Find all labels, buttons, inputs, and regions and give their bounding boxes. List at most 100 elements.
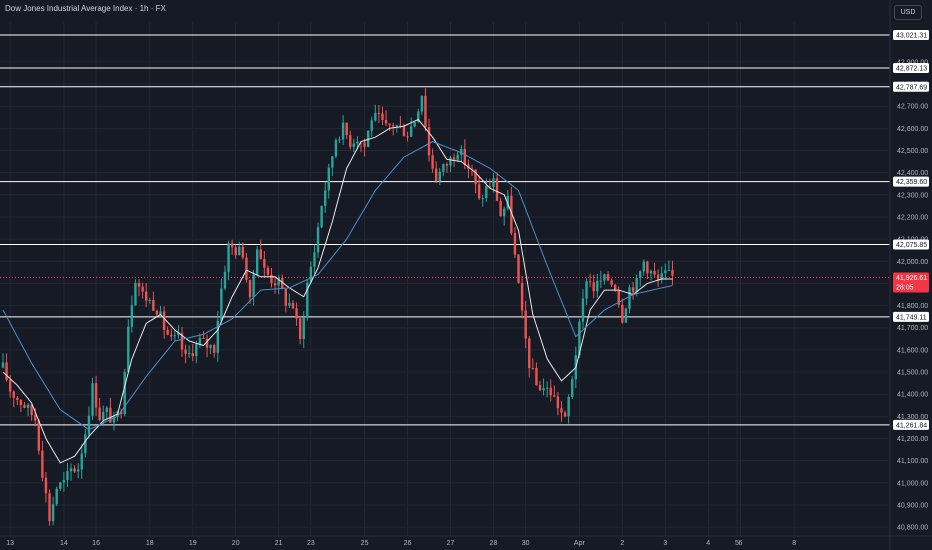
candle-body [173,335,177,337]
candle-body [671,269,674,276]
candle-body [395,125,398,127]
candle-body [76,469,80,472]
candle-body [556,396,560,409]
price-axis[interactable]: 40,800.00 40,900.00 41,000.00 41,100.00 41,2… [889,0,929,550]
time-tick-label: 16 [92,540,100,547]
candle-body [338,139,341,141]
level-price-tag [893,311,929,322]
candle-body [442,164,445,172]
candle-body [62,479,66,483]
time-tick-label: 4 [706,540,710,547]
level-price-tag [893,63,929,74]
grid [0,22,888,536]
candle-body [255,249,259,275]
price-tick-label: 41,100.00 [897,458,928,465]
candle-body [41,450,44,478]
candle-body [127,326,130,372]
candle-body [664,270,667,274]
candle-body [492,178,495,188]
price-tick-label: 42,300.00 [897,192,928,199]
candle-body [352,143,356,147]
candle-body [427,127,431,156]
level-price-label: 43,021.31 [896,33,927,40]
time-axis[interactable]: 13 14 16 18 19 20 21 23 25 26 27 28 30 Apr 2 3 4 5 6 8 [0,535,932,547]
currency-button[interactable]: USD [894,5,922,20]
candle-body [234,247,237,256]
candle-body [55,488,58,505]
candle-body [445,164,449,166]
candle-body [273,283,277,286]
level-price-label: 41,261.84 [896,422,927,429]
candle-body [635,278,638,292]
candle-body [198,337,202,345]
price-tick-label: 42,600.00 [897,126,928,133]
candle-body [456,154,459,160]
candle-body [538,385,542,391]
candle-body [628,287,631,309]
candle-body [298,318,302,339]
candle-body [238,246,241,256]
level-price-label: 42,872.13 [896,66,927,73]
candle-body [603,274,606,281]
time-tick-label: Apr [574,540,586,547]
candle-body [5,362,8,381]
candle-body [488,186,492,188]
candle-body [624,308,628,323]
candle-body [642,261,646,272]
candle-body [166,330,169,335]
candle-body [363,142,366,147]
level-price-tag [893,176,929,187]
level-price-label: 42,359.60 [896,179,927,186]
candle-body [51,504,55,522]
time-tick-label: 21 [275,540,283,547]
time-tick-label: 30 [522,540,530,547]
candle-body [506,195,509,209]
candle-body [230,243,234,248]
candle-body [130,305,134,327]
candle-body [259,249,262,259]
candle-body [341,122,345,140]
candle-body [84,434,87,454]
candle-body [495,178,499,201]
candle-body [91,383,94,416]
candle-body [309,266,313,283]
candle-body [26,404,30,408]
candle-body [613,284,617,291]
candle-body [69,468,73,472]
candle-body [109,407,112,423]
candle-body [209,345,212,348]
candle-body [434,168,438,182]
candle-body [631,287,635,292]
candle-body [187,353,191,355]
price-tick-label: 42,000.00 [897,259,928,266]
candle-body [281,278,284,289]
candle-body [381,113,384,120]
horizontal-levels[interactable] [0,34,890,426]
price-tick-label: 40,900.00 [897,502,928,509]
level-price-tag [893,419,929,430]
candle-body [588,281,592,283]
candle-body [499,200,502,217]
candle-body [324,190,327,206]
candle-body [578,321,581,356]
chart-title: Dow Jones Industrial Average Index · 1h … [5,4,166,13]
candle-body [646,261,649,274]
candle-body [470,168,474,170]
price-tick-label: 41,200.00 [897,436,928,443]
candle-body [48,493,51,522]
time-tick-label: 6 [739,540,743,547]
candle-body [481,198,484,200]
candle-body [252,274,255,298]
time-tick-label: 8 [792,540,796,547]
time-tick-label: 5 [735,540,739,547]
candle-body [520,282,524,311]
countdown-label: 28:05 [896,285,914,292]
candle-body [535,368,538,386]
candle-body [306,282,309,318]
candle-body [105,407,109,413]
candle-body [263,258,266,268]
level-price-tag [893,30,929,41]
candle-body [291,302,295,309]
current-price-label: 41,926.61 [896,275,927,282]
